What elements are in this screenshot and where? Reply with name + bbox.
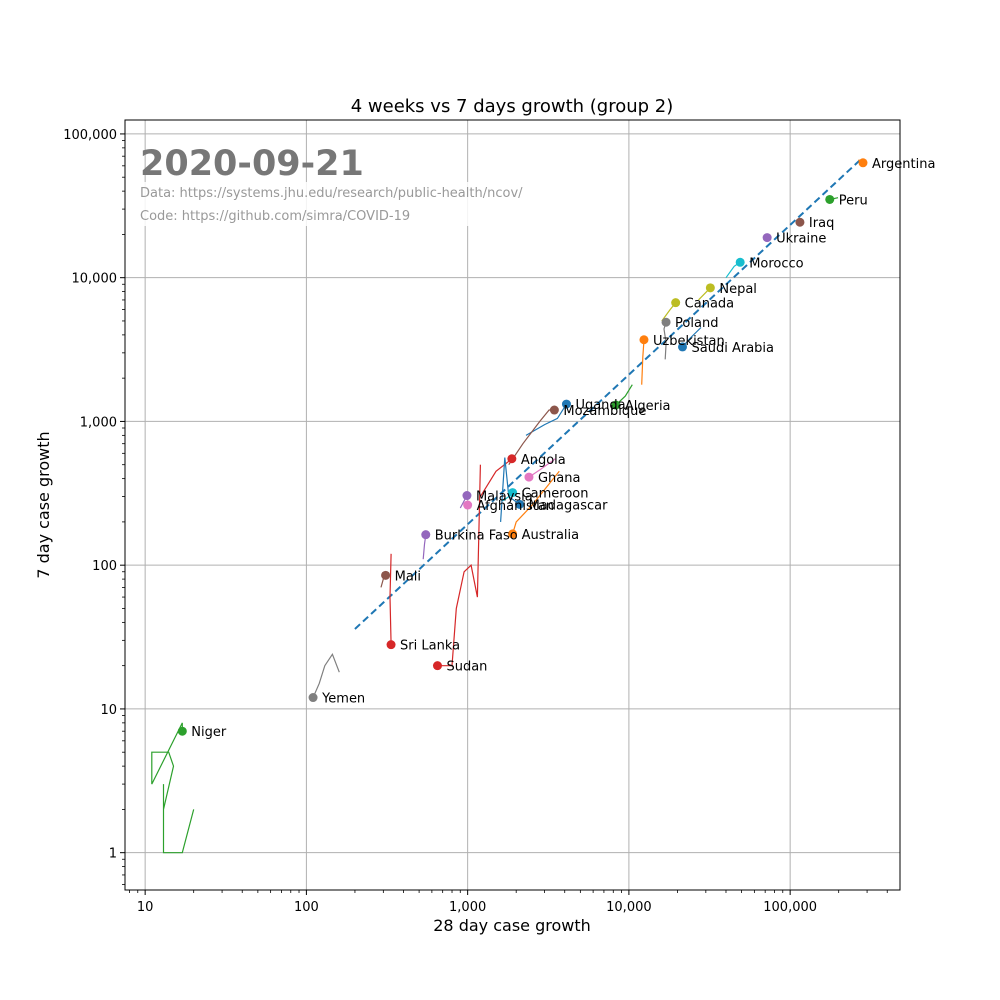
point-ukraine xyxy=(762,233,772,243)
point-afghanistan xyxy=(463,500,473,510)
date-annotation: 2020-09-21 xyxy=(140,144,364,184)
label-mali: Mali xyxy=(395,569,421,584)
source-backdrop xyxy=(136,182,556,226)
label-saudi-arabia: Saudi Arabia xyxy=(692,341,775,356)
point-burkina-faso xyxy=(421,530,431,540)
trail-madagascar xyxy=(500,457,520,522)
trail-uganda xyxy=(525,403,568,436)
y-axis-label: 7 day case growth xyxy=(34,431,53,578)
trail-yemen xyxy=(312,653,340,698)
data-source-annotation: Data: https://systems.jhu.edu/research/p… xyxy=(140,186,523,201)
point-malaysia xyxy=(462,491,472,501)
label-sudan: Sudan xyxy=(446,660,487,675)
point-yemen xyxy=(308,693,318,703)
point-nepal xyxy=(705,283,715,293)
trail-angola xyxy=(479,458,513,497)
code-source-annotation: Code: https://github.com/simra/COVID-19 xyxy=(140,209,410,224)
label-uganda: Uganda xyxy=(575,398,625,413)
label-niger: Niger xyxy=(191,725,227,740)
label-sri-lanka: Sri Lanka xyxy=(400,639,460,654)
y-tick-label: 1 xyxy=(109,847,117,862)
label-nepal: Nepal xyxy=(719,282,757,297)
y-tick-label: 1,000 xyxy=(80,415,117,430)
point-argentina xyxy=(858,158,868,168)
y-tick-label: 100 xyxy=(92,559,117,574)
label-malaysia: Malaysia xyxy=(476,490,533,505)
x-tick-label: 10,000 xyxy=(606,900,652,915)
x-tick-label: 1,000 xyxy=(449,900,486,915)
label-morocco: Morocco xyxy=(749,256,803,271)
y-tick-label: 10,000 xyxy=(72,272,118,287)
trail-sri-lanka xyxy=(389,553,392,645)
label-yemen: Yemen xyxy=(321,692,365,707)
point-madagascar xyxy=(515,499,525,509)
point-algeria xyxy=(611,400,621,410)
y-tick-label: 10 xyxy=(100,703,117,718)
label-ghana: Ghana xyxy=(538,471,581,486)
point-morocco xyxy=(735,257,745,267)
y-tick-label: 100,000 xyxy=(63,128,117,143)
point-poland xyxy=(661,317,671,327)
point-iraq xyxy=(795,217,805,227)
point-sudan xyxy=(432,661,442,671)
x-tick-label: 100 xyxy=(294,900,319,915)
label-argentina: Argentina xyxy=(872,157,935,172)
plot-frame xyxy=(124,119,901,891)
point-niger xyxy=(177,726,187,736)
point-mozambique xyxy=(549,405,559,415)
label-cameroon: Cameroon xyxy=(522,487,589,502)
point-cameroon xyxy=(508,488,518,498)
label-burkina-faso: Burkina Faso xyxy=(435,529,518,544)
point-angola xyxy=(507,454,517,464)
trail-niger xyxy=(151,722,195,854)
trend-line xyxy=(354,157,863,630)
label-iraq: Iraq xyxy=(809,216,834,231)
point-australia xyxy=(508,529,518,539)
label-algeria: Algeria xyxy=(625,399,671,414)
label-angola: Angola xyxy=(521,453,566,468)
trail-sudan xyxy=(437,464,481,667)
point-saudi-arabia xyxy=(678,342,688,352)
point-peru xyxy=(825,194,835,204)
label-poland: Poland xyxy=(675,316,718,331)
x-tick-label: 100,000 xyxy=(763,900,817,915)
label-peru: Peru xyxy=(839,193,868,208)
label-australia: Australia xyxy=(522,528,580,543)
x-tick-label: 10 xyxy=(137,900,154,915)
axes: 10 100 1,000 10,000 100,000 1 10 100 1,000 10,000… xyxy=(63,119,901,915)
chart-title: 4 weeks vs 7 days growth (group 2) xyxy=(351,96,674,117)
point-mali xyxy=(381,570,391,580)
label-uzbekistan: Uzbekistan xyxy=(653,334,725,349)
point-canada xyxy=(671,298,681,308)
label-mozambique: Mozambique xyxy=(563,404,646,419)
point-uzbekistan xyxy=(639,335,649,345)
point-sri-lanka xyxy=(386,640,396,650)
label-madagascar: Madagascar xyxy=(529,498,609,513)
x-axis-label: 28 day case growth xyxy=(433,916,591,935)
series-points xyxy=(177,158,868,736)
trail-uzbekistan xyxy=(641,339,645,385)
label-afghanistan: Afghanistan xyxy=(477,499,554,514)
point-uganda xyxy=(561,399,571,409)
label-ukraine: Ukraine xyxy=(776,232,826,247)
label-canada: Canada xyxy=(685,297,734,312)
point-ghana xyxy=(524,472,534,482)
trend-line-group xyxy=(354,157,863,630)
trail-australia xyxy=(512,470,560,535)
